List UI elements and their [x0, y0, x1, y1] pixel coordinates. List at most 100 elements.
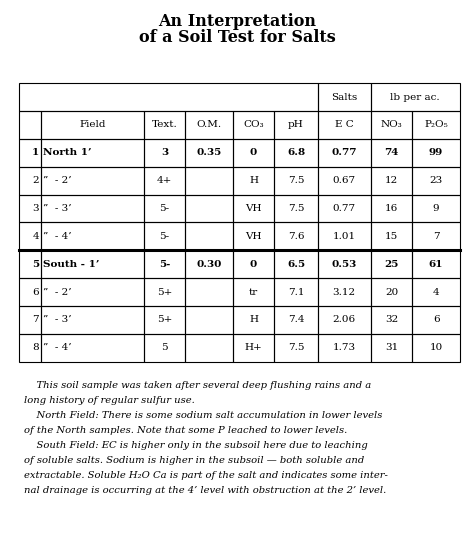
Text: 5-: 5-: [159, 204, 170, 213]
Bar: [144, 195, 185, 222]
Text: VH: VH: [245, 232, 262, 241]
Bar: [19, 111, 41, 139]
Text: ”  - 2’: ” - 2’: [43, 288, 72, 296]
Text: 1.73: 1.73: [333, 344, 356, 352]
Bar: [233, 278, 274, 306]
Bar: [318, 195, 371, 222]
Bar: [412, 334, 460, 362]
Bar: [274, 222, 318, 250]
Bar: [144, 167, 185, 195]
Bar: [19, 83, 318, 111]
Bar: [274, 139, 318, 167]
Bar: [19, 167, 41, 195]
Text: of the North samples. Note that some P leached to lower levels.: of the North samples. Note that some P l…: [24, 426, 347, 435]
Bar: [185, 250, 233, 278]
Text: ”  - 4’: ” - 4’: [43, 232, 72, 241]
Bar: [185, 222, 233, 250]
Text: 23: 23: [429, 176, 443, 185]
Text: 7.5: 7.5: [288, 344, 304, 352]
Bar: [318, 250, 371, 278]
Text: 99: 99: [429, 148, 443, 157]
Text: 15: 15: [385, 232, 398, 241]
Text: H: H: [249, 176, 258, 185]
Text: 7: 7: [433, 232, 439, 241]
Bar: [144, 334, 185, 362]
Text: South - 1’: South - 1’: [43, 260, 100, 269]
Bar: [318, 139, 371, 167]
Text: 25: 25: [384, 260, 399, 269]
Bar: [371, 306, 412, 334]
Bar: [185, 195, 233, 222]
Text: 7.4: 7.4: [288, 316, 304, 324]
Bar: [371, 250, 412, 278]
Text: 1.01: 1.01: [333, 232, 356, 241]
Text: 16: 16: [385, 204, 398, 213]
Text: CO₃: CO₃: [243, 121, 264, 129]
Text: 10: 10: [429, 344, 443, 352]
Bar: [144, 278, 185, 306]
Text: 3: 3: [32, 204, 39, 213]
Text: 6: 6: [433, 316, 439, 324]
Text: 3.12: 3.12: [333, 288, 356, 296]
Text: H+: H+: [245, 344, 263, 352]
Bar: [318, 111, 371, 139]
Bar: [412, 278, 460, 306]
Bar: [185, 278, 233, 306]
Bar: [371, 111, 412, 139]
Text: 3: 3: [161, 148, 168, 157]
Bar: [274, 334, 318, 362]
Text: 31: 31: [385, 344, 398, 352]
Text: North Field: There is some sodium salt accumulation in lower levels: North Field: There is some sodium salt a…: [24, 411, 382, 420]
Text: 2: 2: [32, 176, 39, 185]
Text: 5: 5: [161, 344, 168, 352]
Bar: [412, 139, 460, 167]
Bar: [41, 306, 144, 334]
Text: nal drainage is occurring at the 4’ level with obstruction at the 2’ level.: nal drainage is occurring at the 4’ leve…: [24, 486, 386, 495]
Bar: [318, 306, 371, 334]
Bar: [144, 111, 185, 139]
Bar: [233, 195, 274, 222]
Text: 0.30: 0.30: [196, 260, 222, 269]
Text: Salts: Salts: [331, 93, 357, 101]
Bar: [274, 195, 318, 222]
Text: 6.8: 6.8: [287, 148, 305, 157]
Text: Field: Field: [79, 121, 106, 129]
Text: 61: 61: [429, 260, 443, 269]
Bar: [412, 222, 460, 250]
Bar: [233, 250, 274, 278]
Text: O.M.: O.M.: [197, 121, 222, 129]
Bar: [185, 111, 233, 139]
Text: 0.67: 0.67: [333, 176, 356, 185]
Text: pH: pH: [288, 121, 304, 129]
Bar: [371, 278, 412, 306]
Text: of soluble salts. Sodium is higher in the subsoil — both soluble and: of soluble salts. Sodium is higher in th…: [24, 456, 364, 465]
Bar: [274, 250, 318, 278]
Bar: [318, 167, 371, 195]
Text: 0.35: 0.35: [196, 148, 222, 157]
Text: of a Soil Test for Salts: of a Soil Test for Salts: [138, 29, 336, 47]
Text: 4+: 4+: [157, 176, 172, 185]
Bar: [19, 222, 41, 250]
Text: 5: 5: [32, 260, 39, 269]
Bar: [41, 139, 144, 167]
Text: 1: 1: [32, 148, 39, 157]
Bar: [233, 111, 274, 139]
Bar: [41, 250, 144, 278]
Text: 6.5: 6.5: [287, 260, 305, 269]
Text: 9: 9: [433, 204, 439, 213]
Bar: [274, 306, 318, 334]
Text: 5-: 5-: [159, 232, 170, 241]
Bar: [371, 167, 412, 195]
Text: lb per ac.: lb per ac.: [391, 93, 440, 101]
Bar: [41, 278, 144, 306]
Bar: [233, 334, 274, 362]
Bar: [19, 250, 41, 278]
Bar: [144, 139, 185, 167]
Bar: [19, 306, 41, 334]
Text: 0: 0: [250, 148, 257, 157]
Bar: [371, 222, 412, 250]
Text: 4: 4: [32, 232, 39, 241]
Text: 0: 0: [250, 260, 257, 269]
Bar: [274, 278, 318, 306]
Bar: [19, 278, 41, 306]
